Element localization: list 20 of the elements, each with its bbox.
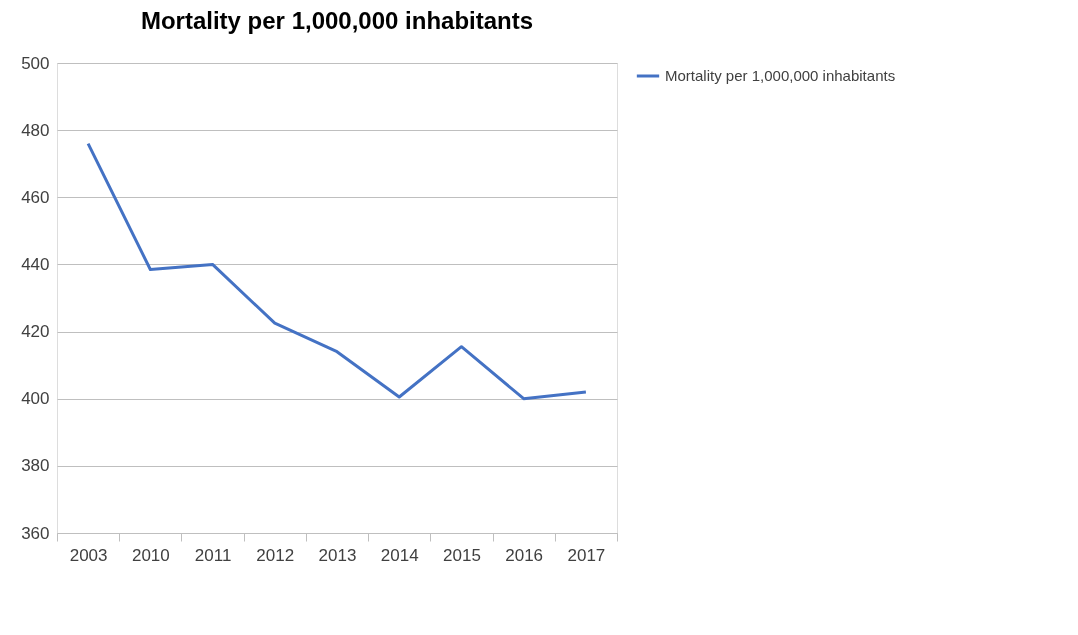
y-tick-label: 380 (21, 456, 50, 476)
x-tick-label: 2003 (69, 545, 108, 565)
x-tick-label: 2010 (131, 545, 170, 565)
y-tick-label: 400 (21, 389, 50, 409)
legend-label: Mortality per 1,000,000 inhabitants (665, 67, 896, 84)
x-tick-label: 2013 (318, 545, 357, 565)
x-tick-label: 2014 (380, 545, 419, 565)
chart-title: Mortality per 1,000,000 inhabitants (140, 7, 534, 34)
y-tick-label: 360 (21, 523, 50, 543)
y-tick-label: 500 (21, 53, 50, 73)
x-tick-label: 2015 (443, 545, 481, 565)
line-series (86, 142, 588, 401)
y-tick-label: 440 (21, 254, 50, 274)
y-tick-label: 480 (21, 120, 50, 140)
x-tick-label: 2017 (567, 545, 606, 565)
x-tick-label: 2012 (256, 545, 295, 565)
x-tick-label: 2011 (194, 545, 232, 565)
y-tick-label: 460 (21, 187, 50, 207)
y-tick-label: 420 (21, 322, 50, 342)
x-tick-label: 2016 (505, 545, 544, 565)
